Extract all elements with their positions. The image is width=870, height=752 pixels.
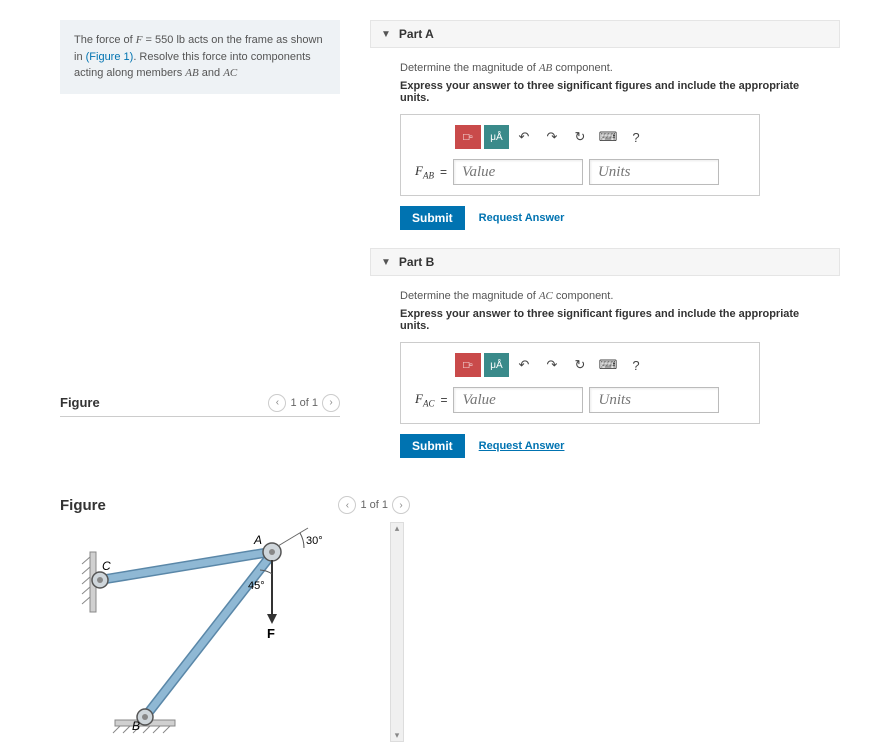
request-answer-a[interactable]: Request Answer (479, 212, 565, 224)
part-b-answer-box: □▫ μÅ ↶ ↷ ↻ ⌨ ? FAC = (400, 342, 760, 424)
undo-icon[interactable]: ↶ (511, 353, 537, 377)
prev-figure-button-2[interactable]: ‹ (338, 496, 356, 514)
var-fab: FAB (415, 163, 434, 181)
txt: and (199, 67, 223, 79)
figure-title: Figure (60, 395, 100, 410)
pager-text: 1 of 1 (290, 397, 318, 409)
reset-icon[interactable]: ↻ (567, 353, 593, 377)
angle-45: 45° (248, 580, 265, 592)
redo-icon[interactable]: ↷ (539, 353, 565, 377)
part-a-question: Determine the magnitude of AB component. (400, 62, 830, 74)
next-figure-button-2[interactable]: › (392, 496, 410, 514)
undo-icon[interactable]: ↶ (511, 125, 537, 149)
redo-icon[interactable]: ↷ (539, 125, 565, 149)
units-icon[interactable]: μÅ (483, 353, 509, 377)
part-a-header[interactable]: ▼ Part A (370, 20, 840, 48)
template-icon[interactable]: □▫ (455, 353, 481, 377)
figure-pager-2: ‹ 1 of 1 › (338, 496, 410, 514)
label-f: F (267, 626, 275, 641)
prev-figure-button[interactable]: ‹ (268, 394, 286, 412)
part-b-hint: Express your answer to three significant… (400, 308, 830, 332)
caret-icon: ▼ (381, 29, 391, 40)
value-input-b[interactable] (453, 387, 583, 413)
reset-icon[interactable]: ↻ (567, 125, 593, 149)
var-fac: FAC (415, 391, 434, 409)
label-b: B (132, 719, 140, 733)
caret-icon: ▼ (381, 257, 391, 268)
part-b-label: Part B (399, 255, 434, 269)
units-icon[interactable]: μÅ (483, 125, 509, 149)
eq: = (440, 393, 447, 407)
template-icon[interactable]: □▫ (455, 125, 481, 149)
units-input-a[interactable] (589, 159, 719, 185)
figure-link[interactable]: (Figure 1) (86, 51, 134, 63)
next-figure-button[interactable]: › (322, 394, 340, 412)
part-b-header[interactable]: ▼ Part B (370, 248, 840, 276)
part-a-hint: Express your answer to three significant… (400, 80, 830, 104)
var-ac: AC (223, 67, 237, 79)
units-input-b[interactable] (589, 387, 719, 413)
submit-button-a[interactable]: Submit (400, 206, 465, 230)
txt: The force of (74, 34, 136, 46)
figure-pager: ‹ 1 of 1 › (268, 394, 340, 412)
angle-30: 30° (306, 535, 323, 547)
part-a-answer-box: □▫ μÅ ↶ ↷ ↻ ⌨ ? FAB = (400, 114, 760, 196)
eq: = (440, 165, 447, 179)
toolbar-a: □▫ μÅ ↶ ↷ ↻ ⌨ ? (415, 125, 745, 149)
help-icon[interactable]: ? (623, 353, 649, 377)
scroll-down-icon[interactable]: ▾ (391, 730, 403, 741)
var-f: F (136, 34, 143, 46)
part-b-body: Determine the magnitude of AC component.… (370, 284, 840, 476)
keyboard-icon[interactable]: ⌨ (595, 125, 621, 149)
submit-button-b[interactable]: Submit (400, 434, 465, 458)
help-icon[interactable]: ? (623, 125, 649, 149)
txt: = 550 lb (143, 34, 186, 46)
request-answer-b[interactable]: Request Answer (479, 440, 565, 452)
value-input-a[interactable] (453, 159, 583, 185)
figure-panel-header: Figure ‹ 1 of 1 › (60, 394, 340, 417)
toolbar-b: □▫ μÅ ↶ ↷ ↻ ⌨ ? (415, 353, 745, 377)
label-a: A (253, 533, 262, 547)
figure-title-2: Figure (60, 497, 106, 514)
scroll-up-icon[interactable]: ▴ (391, 523, 403, 534)
frame-diagram: A C B F 30° 45° (60, 522, 360, 742)
part-b-question: Determine the magnitude of AC component. (400, 290, 830, 302)
part-a-label: Part A (399, 27, 434, 41)
figure-enlarged-header: Figure ‹ 1 of 1 › (60, 496, 410, 514)
var-ab: AB (185, 67, 198, 79)
figure-scrollbar[interactable]: ▴ ▾ (390, 522, 404, 742)
problem-statement: The force of F = 550 lb acts on the fram… (60, 20, 340, 94)
keyboard-icon[interactable]: ⌨ (595, 353, 621, 377)
part-a-body: Determine the magnitude of AB component.… (370, 56, 840, 248)
label-c: C (102, 559, 111, 573)
pager-text-2: 1 of 1 (360, 499, 388, 511)
